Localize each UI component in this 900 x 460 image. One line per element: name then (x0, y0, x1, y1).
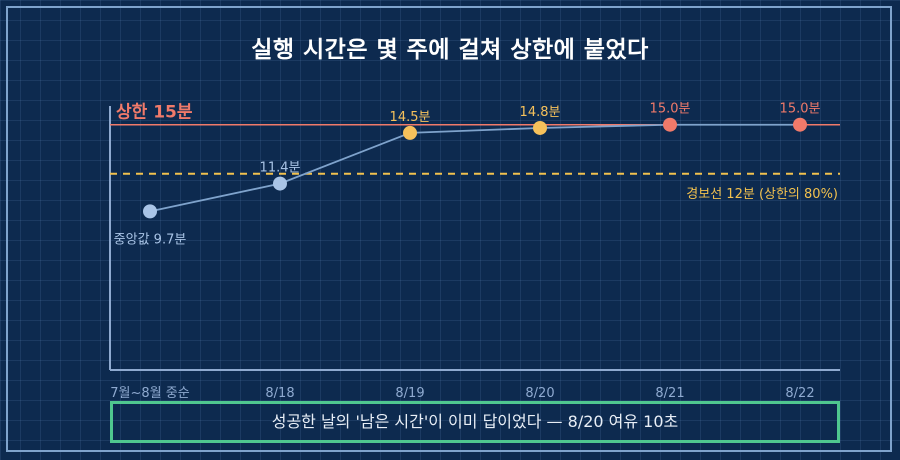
series-line (149, 123, 800, 213)
footnote-text: 성공한 날의 '남은 시간'이 이미 답이었다 — 8/20 여유 10초 (271, 412, 679, 431)
chart-frame (6, 6, 892, 452)
data-label: 14.5분 (390, 110, 431, 125)
data-label: 15.0분 (650, 102, 691, 117)
x-tick-label: 8/18 (265, 386, 294, 401)
data-point (273, 176, 287, 191)
x-tick-label: 8/22 (785, 386, 814, 401)
x-tick-label: 8/19 (395, 386, 424, 401)
limit-line-label: 상한 15분 (116, 103, 193, 123)
x-tick-label: 8/21 (655, 386, 684, 401)
footnote-box: 성공한 날의 '남은 시간'이 이미 답이었다 — 8/20 여유 10초 (110, 401, 840, 443)
data-point (663, 117, 677, 132)
x-tick-label: 8/20 (525, 386, 554, 401)
data-label: 11.4분 (260, 161, 301, 176)
data-point (533, 120, 547, 135)
x-tick-label: 7월~8월 중순 (110, 386, 189, 401)
data-point (403, 125, 417, 140)
alert-line-label: 경보선 12분 (상한의 80%) (686, 187, 838, 202)
data-point (143, 204, 157, 219)
data-label: 15.0분 (780, 102, 821, 117)
data-point (793, 117, 807, 132)
chart-title: 실행 시간은 몇 주에 걸쳐 상한에 붙었다 (251, 37, 649, 63)
data-label: 14.8분 (520, 105, 561, 120)
data-label: 중앙값 9.7분 (114, 232, 187, 247)
